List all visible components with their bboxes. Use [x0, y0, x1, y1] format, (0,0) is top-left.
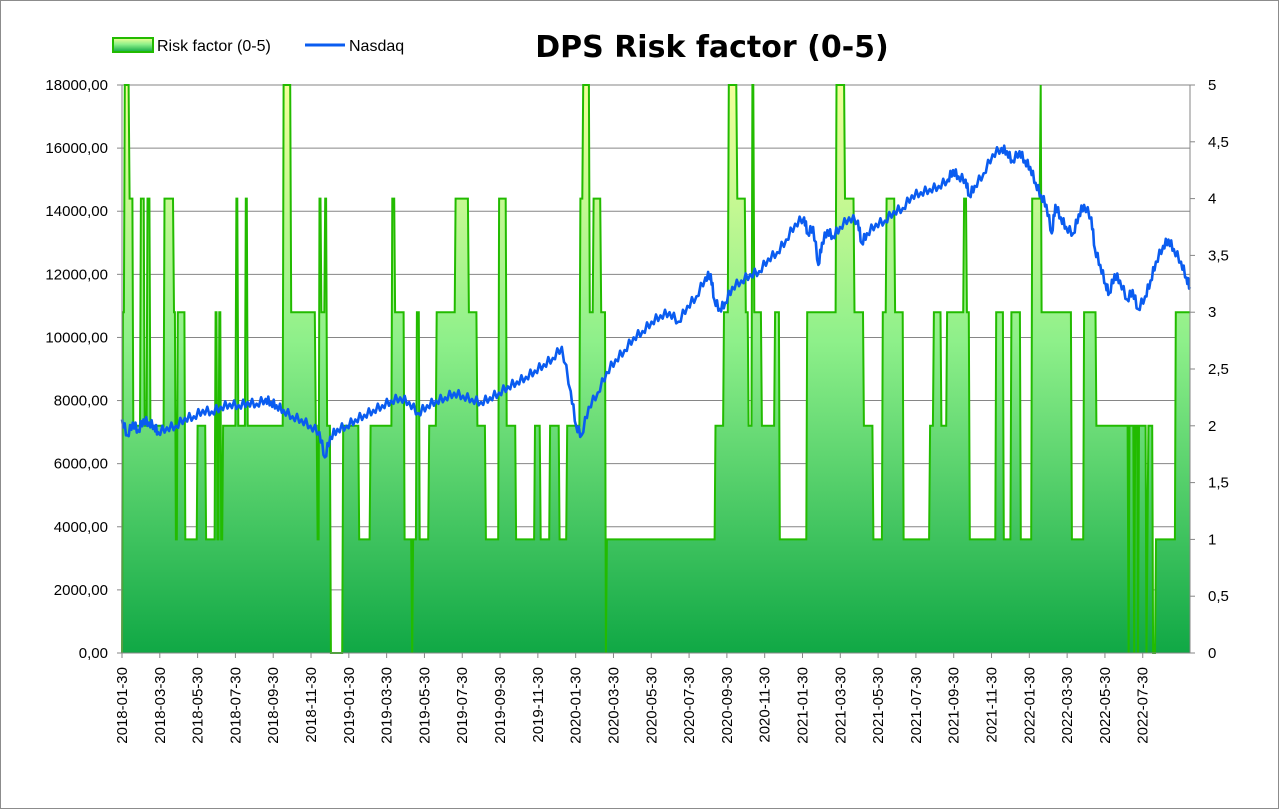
x-tick-label: 2022-03-30 [1059, 667, 1076, 744]
x-tick-label: 2018-03-30 [152, 667, 169, 744]
x-tick-label: 2020-11-30 [757, 667, 774, 743]
y-right-tick-label: 4,5 [1208, 134, 1229, 151]
nasdaq-line [120, 144, 1192, 459]
x-tick-label: 2018-01-30 [114, 667, 131, 744]
y-left-tick-label: 8000,00 [54, 393, 108, 410]
x-tick-label: 2019-05-30 [416, 667, 433, 744]
y-left-tick-label: 2000,00 [54, 582, 108, 599]
x-tick-label: 2020-09-30 [719, 667, 736, 744]
y-left-tick-labels: 0,00 2000,00 4000,00 6000,00 8000,00 10000,00… [45, 77, 122, 662]
legend: Risk factor (0-5) Nasdaq [112, 37, 404, 55]
x-tick-label: 2019-07-30 [454, 667, 471, 744]
y-right-tick-label: 3 [1208, 304, 1216, 321]
y-right-tick-labels: 0 0,5 1 1,5 2 2,5 3 3,5 4 4,5 5 [1190, 77, 1229, 662]
x-tick-label: 2020-05-30 [643, 667, 660, 744]
y-left-tick-label: 4000,00 [54, 519, 108, 536]
x-tick-label: 2018-05-30 [190, 667, 207, 744]
x-tick-label: 2018-07-30 [227, 667, 244, 744]
chart-title: DPS Risk factor (0-5) [535, 30, 888, 65]
x-tick-label: 2021-09-30 [946, 667, 963, 744]
x-tick-label: 2021-11-30 [984, 667, 1001, 743]
y-right-tick-label: 0,5 [1208, 588, 1229, 605]
y-right-tick-label: 1,5 [1208, 475, 1229, 492]
y-left-tick-label: 18000,00 [45, 77, 108, 94]
x-tick-labels: 2018-01-30 2018-03-30 2018-05-30 2018-07-30… [114, 653, 1152, 744]
x-tick-label: 2022-01-30 [1021, 667, 1038, 744]
x-tick-label: 2022-05-30 [1097, 667, 1114, 744]
risk-factor-line [121, 84, 1190, 654]
risk-factor-area [122, 85, 1190, 653]
x-tick-label: 2020-07-30 [681, 667, 698, 744]
x-tick-label: 2021-03-30 [832, 667, 849, 744]
x-tick-label: 2021-07-30 [908, 667, 925, 744]
y-left-tick-label: 0,00 [79, 645, 108, 662]
y-left-tick-label: 16000,00 [45, 140, 108, 157]
y-left-tick-label: 6000,00 [54, 456, 108, 473]
y-right-tick-label: 4 [1208, 191, 1216, 208]
y-right-tick-label: 1 [1208, 531, 1216, 548]
x-tick-label: 2020-03-30 [606, 667, 623, 744]
legend-label-risk-factor: Risk factor (0-5) [157, 38, 271, 55]
x-tick-label: 2019-09-30 [492, 667, 509, 744]
x-tick-label: 2021-01-30 [795, 667, 812, 744]
legend-label-nasdaq: Nasdaq [349, 38, 404, 55]
plot-area [120, 84, 1192, 654]
x-tick-label: 2022-07-30 [1135, 667, 1152, 744]
y-left-tick-label: 14000,00 [45, 203, 108, 220]
y-left-tick-label: 10000,00 [45, 329, 108, 346]
x-tick-label: 2019-11-30 [530, 667, 547, 743]
y-right-tick-label: 3,5 [1208, 247, 1229, 264]
legend-swatch-risk-factor [112, 37, 154, 53]
y-right-tick-label: 5 [1208, 77, 1216, 94]
y-right-tick-label: 2,5 [1208, 361, 1229, 378]
x-tick-label: 2019-01-30 [341, 667, 358, 744]
x-tick-label: 2018-09-30 [265, 667, 282, 744]
y-right-tick-label: 2 [1208, 418, 1216, 435]
x-tick-label: 2020-01-30 [568, 667, 585, 744]
x-tick-label: 2019-03-30 [379, 667, 396, 744]
x-tick-label: 2021-05-30 [870, 667, 887, 744]
x-tick-label: 2018-11-30 [303, 667, 320, 743]
y-left-tick-label: 12000,00 [45, 266, 108, 283]
y-right-tick-label: 0 [1208, 645, 1216, 662]
